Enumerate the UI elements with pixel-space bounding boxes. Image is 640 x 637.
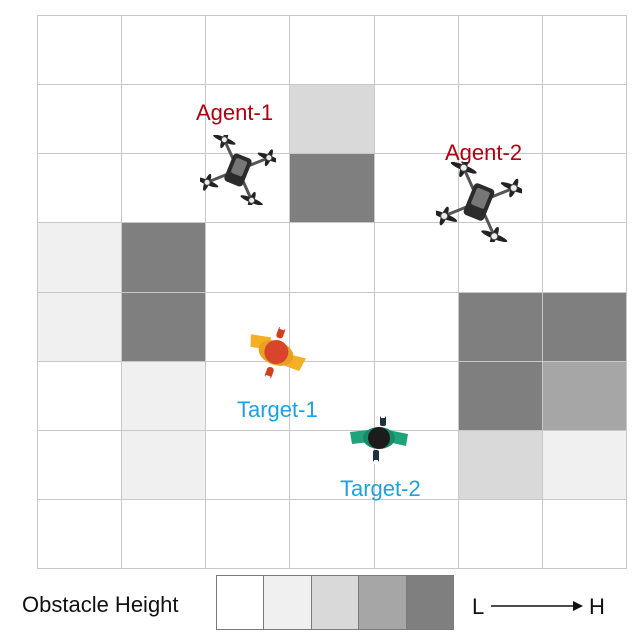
grid-cell [541, 153, 627, 224]
obstacle-cell [541, 291, 627, 362]
grid-cell [289, 498, 375, 569]
grid-cell [289, 360, 375, 431]
grid-cell [121, 15, 207, 86]
environment-grid [37, 15, 627, 569]
grid-cell [205, 84, 291, 155]
legend-swatch-5 [406, 576, 454, 629]
agent-1-drone-icon [200, 135, 276, 205]
agent-2-drone-icon [436, 162, 522, 242]
grid-cell [37, 429, 123, 500]
grid-cell [205, 15, 291, 86]
grid-cell [457, 15, 543, 86]
obstacle-cell [121, 222, 207, 293]
obstacle-cell [457, 360, 543, 431]
grid-cell [289, 15, 375, 86]
legend-swatch-1 [217, 576, 265, 629]
obstacle-cell [121, 291, 207, 362]
agent-1-label: Agent-1 [196, 100, 274, 125]
obstacle-cell [37, 291, 123, 362]
grid-cell [373, 15, 459, 86]
legend-low-label: L [472, 594, 485, 619]
target-2-person-icon [350, 414, 408, 464]
legend-swatch-2 [264, 576, 312, 629]
obstacle-cell [541, 360, 627, 431]
grid-cell [37, 153, 123, 224]
grid-cell [541, 222, 627, 293]
obstacle-cell [37, 222, 123, 293]
grid-cell [373, 222, 459, 293]
grid-cell [37, 498, 123, 569]
grid-cell [373, 360, 459, 431]
obstacle-cell [121, 360, 207, 431]
obstacle-cell [541, 429, 627, 500]
legend-arrow-icon [491, 601, 583, 611]
target-1-person-icon [250, 324, 306, 382]
grid-cell [289, 291, 375, 362]
obstacle-cell [289, 153, 375, 224]
grid-cell [457, 498, 543, 569]
grid-cell [541, 84, 627, 155]
agent-2-label: Agent-2 [445, 140, 523, 165]
legend-swatch-3 [311, 576, 360, 629]
grid-cell [205, 498, 291, 569]
grid-cell [205, 222, 291, 293]
legend-title: Obstacle Height [22, 592, 179, 617]
grid-cell [121, 153, 207, 224]
target-2-label: Target-2 [340, 476, 421, 501]
grid-cell [37, 15, 123, 86]
obstacle-cell [121, 429, 207, 500]
obstacle-height-legend [216, 575, 454, 630]
grid-cell [37, 84, 123, 155]
grid-cell [457, 222, 543, 293]
obstacle-cell [457, 291, 543, 362]
grid-cell [541, 498, 627, 569]
grid-cell [373, 498, 459, 569]
target-1-label: Target-1 [237, 397, 318, 422]
obstacle-cell [457, 429, 543, 500]
grid-cell [541, 15, 627, 86]
grid-cell [205, 429, 291, 500]
grid-cell [373, 291, 459, 362]
grid-cell [289, 222, 375, 293]
legend-swatch-4 [359, 576, 407, 629]
grid-cell [373, 84, 459, 155]
obstacle-cell [289, 84, 375, 155]
grid-cell [37, 360, 123, 431]
grid-cell [121, 84, 207, 155]
legend-high-label: H [589, 594, 605, 619]
grid-cell [121, 498, 207, 569]
